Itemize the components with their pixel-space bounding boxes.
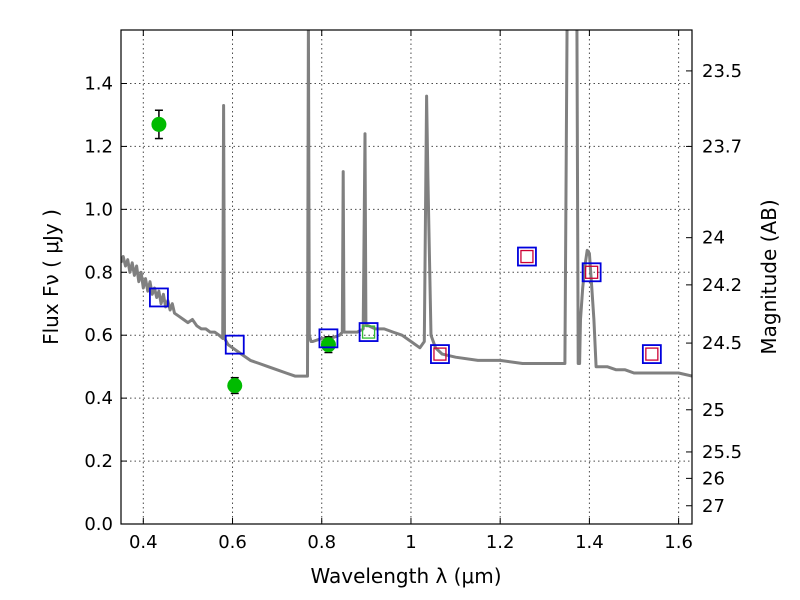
y-tick-label: 0.4 [84,388,113,409]
photometry-point [320,337,336,353]
x-tick-label: 0.4 [129,532,158,553]
right-tick-label: 24.5 [702,333,742,354]
x-axis-title: Wavelength λ (μm) [310,564,501,588]
right-tick-label: 23.7 [702,136,742,157]
right-tick-label: 25.5 [702,442,742,463]
series-layer [121,30,692,378]
model-band-square [149,287,169,308]
y-axis-right-title: Magnitude (AB) [757,199,781,354]
model-band-square [430,344,450,364]
y-tick-label: 0.6 [84,325,113,346]
right-tick-label: 27 [702,496,725,517]
y-tick-label: 1.2 [84,136,113,157]
model-band-inner-square [584,265,599,279]
model-band-square [358,322,379,342]
model-band-square [641,344,662,364]
right-tick-label: 25 [702,400,725,421]
y-tick-label: 0.0 [84,514,113,535]
x-tick-label: 0.6 [218,532,247,553]
y-tick-label: 1.0 [84,199,113,220]
x-tick-label: 1.6 [664,532,693,553]
x-tick-label: 1 [405,532,416,553]
model-band-square [224,334,245,355]
grid [121,30,692,525]
ticks: 0.4 0.6 0.8 1 1.2 1.4 1.6 0.0 0.2 0.4 0.6 0.8 1.0 1.2… [84,30,742,553]
model-band-inner-square [433,347,447,361]
model-band-inner-square [361,325,376,339]
right-tick-label: 26 [702,468,725,489]
model-band-square [581,262,602,283]
y-tick-label: 0.2 [84,451,113,472]
right-tick-label: 24 [702,228,725,249]
model-band-square [517,246,537,267]
y-tick-label: 1.4 [84,73,113,94]
marker-layer [149,109,662,395]
model-band-inner-square [645,347,659,361]
right-tick-label: 24.2 [702,275,742,296]
photometry-point [151,116,167,132]
y-axis-title: Flux Fν ( μJy ) [39,209,63,345]
y-tick-label: 0.8 [84,262,113,283]
model-band-inner-square [520,249,534,264]
model-band-square [318,328,339,349]
spectrum-line [121,30,692,378]
photometry-point [227,378,243,394]
right-tick-label: 23.5 [702,61,742,82]
x-tick-label: 0.8 [307,532,336,553]
x-tick-label: 1.2 [486,532,515,553]
plot-area-frame [120,29,693,525]
x-tick-label: 1.4 [575,532,604,553]
